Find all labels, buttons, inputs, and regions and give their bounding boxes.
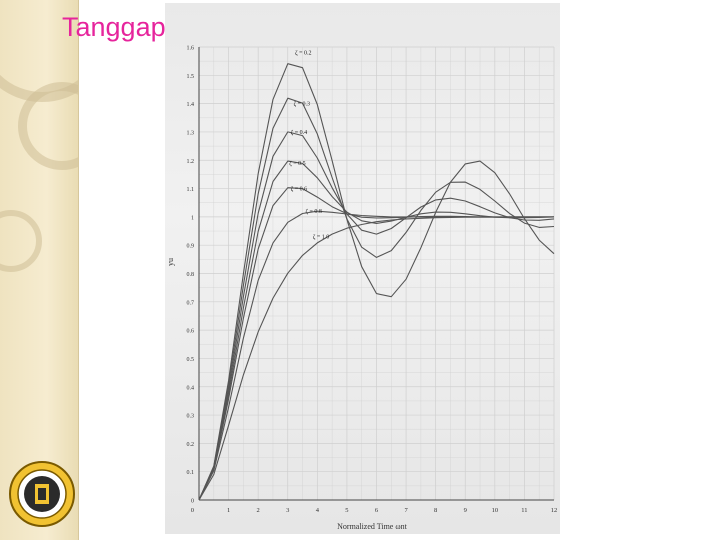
x-tick-label: 11 xyxy=(521,507,527,514)
x-tick-label: 7 xyxy=(404,507,408,514)
x-tick-label: 2 xyxy=(257,507,260,514)
decorative-sidebar xyxy=(0,0,79,540)
chart-series xyxy=(198,63,555,501)
series-label: ζ = 0.8 xyxy=(306,208,322,215)
y-tick-label: 0.8 xyxy=(187,272,195,278)
x-tick-label: 4 xyxy=(316,507,320,514)
x-tick-label-origin: 0 xyxy=(191,507,194,514)
y-tick-label: 1.6 xyxy=(187,46,195,52)
x-tick-label: 5 xyxy=(345,507,348,514)
x-tick-label: 6 xyxy=(375,507,379,514)
y-tick-label: 1.2 xyxy=(187,159,195,165)
y-tick-label: 0.3 xyxy=(187,414,195,420)
y-tick-label: 0.4 xyxy=(187,385,195,391)
y-tick-label: 0.7 xyxy=(187,300,195,306)
series-label: ζ = 0.5 xyxy=(289,160,305,167)
series-label: ζ = 0.6 xyxy=(291,186,307,193)
x-tick-label: 8 xyxy=(434,507,437,514)
y-tick-label: 1.1 xyxy=(187,187,195,193)
x-tick-label: 9 xyxy=(464,507,467,514)
y-tick-label: 0.5 xyxy=(187,357,195,363)
chart-labels: 0 0.1 0.2 0.3 0.4 0.5 0.6 0.7 0.8 0.9 1 1.1 1.2 1.3 1.… xyxy=(187,46,558,515)
series-label: ζ = 0.2 xyxy=(295,50,311,57)
x-tick-label: 3 xyxy=(286,507,289,514)
series-line xyxy=(198,131,555,501)
y-tick-label: 1 xyxy=(191,215,194,221)
chart-axes xyxy=(198,47,554,501)
x-tick-label: 12 xyxy=(551,507,558,514)
series-label: ζ = 0.4 xyxy=(291,129,307,136)
x-tick-label: 10 xyxy=(492,507,499,514)
university-seal-icon xyxy=(9,461,75,527)
y-tick-label: 1.5 xyxy=(187,74,195,80)
series-line xyxy=(198,97,555,501)
x-axis-label: Normalized Time ωnt xyxy=(337,522,407,531)
y-axis-label: yu xyxy=(166,258,175,266)
y-tick-label: 0.6 xyxy=(187,329,195,335)
x-tick-label: 1 xyxy=(227,507,230,514)
series-label: ζ = 1.0 xyxy=(313,234,329,241)
decorative-ring xyxy=(0,210,42,272)
y-tick-label: 0.1 xyxy=(187,470,195,476)
chart-grid xyxy=(198,46,555,501)
y-tick-label: 1.4 xyxy=(187,102,195,108)
series-label: ζ = 0.3 xyxy=(294,101,310,108)
y-tick-label: 0.2 xyxy=(187,442,195,448)
y-tick-label: 0 xyxy=(191,499,194,505)
y-tick-label: 1.3 xyxy=(187,130,195,136)
decorative-ring xyxy=(18,82,78,170)
y-tick-label: 0.9 xyxy=(187,244,195,250)
series-line xyxy=(198,216,554,501)
